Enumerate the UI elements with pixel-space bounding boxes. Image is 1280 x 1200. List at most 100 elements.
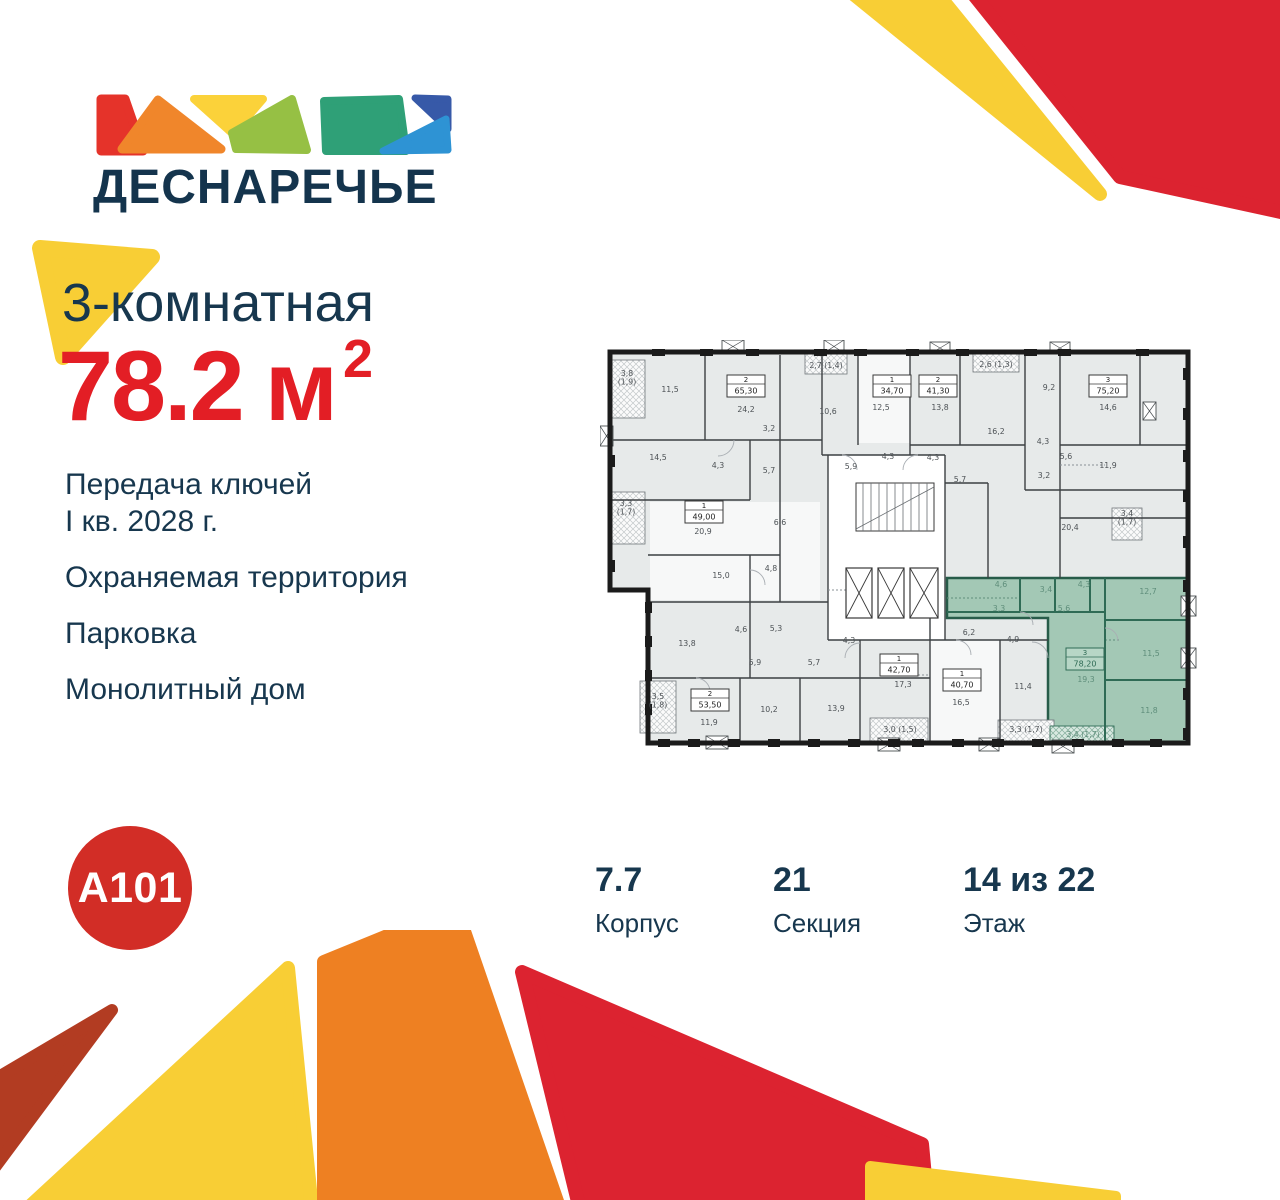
room-label: 10,6: [819, 407, 836, 416]
room-label: 3,3 (1,7): [617, 499, 635, 517]
summary-building-value: 7.7: [595, 861, 643, 899]
svg-text:40,70: 40,70: [951, 681, 974, 690]
room-label: 11,5: [1142, 649, 1159, 658]
summary-building: 7.7 Корпус: [595, 861, 679, 939]
room-label: 12,5: [872, 403, 889, 412]
apartment-zone: [650, 502, 820, 600]
room-label: 16,5: [952, 698, 969, 707]
room-label: 5,6: [1058, 604, 1070, 613]
room-label: 4,3: [1078, 580, 1090, 589]
room-label: 3,8 (1,9): [618, 369, 636, 387]
room-labels: 3,8 (1,9) 11,5 24,2 2,7 (1,4) 10,6 12,5 13,8 2,6…: [617, 360, 1160, 739]
apartment-badge: 149,00: [684, 500, 724, 524]
elevator-icon: [877, 567, 905, 619]
room-label: 4,6: [995, 580, 1007, 589]
listing-title: 3-комнатная: [62, 273, 374, 333]
summary-floor-value: 14 из 22: [963, 861, 1096, 899]
room-label: 3,3 (1,7): [1009, 725, 1042, 734]
apartment-zone: [858, 355, 910, 443]
room-label: 3,3: [993, 604, 1005, 613]
svg-text:3: 3: [1106, 376, 1110, 384]
room-label: 4,9: [1007, 635, 1019, 644]
developer-logo-text: A101: [77, 863, 183, 912]
room-label: 5,3: [770, 624, 782, 633]
summary-section-label: Секция: [773, 908, 862, 939]
svg-text:1: 1: [702, 502, 706, 510]
room-label: 16,2: [987, 427, 1004, 436]
apartment-badge: 265,30: [726, 374, 766, 398]
decor-yellow-wedge: [849, 0, 1107, 201]
svg-text:1: 1: [960, 670, 964, 678]
room-label: 13,8: [678, 639, 695, 648]
area-superscript: 2: [342, 329, 373, 389]
floor-plan: 2 65,30 1 34,70 2 41,30 3 75,20 1 49,00 2 53,50 1 42,…: [600, 340, 1200, 760]
apartment-badge: 241,30: [918, 374, 958, 398]
decor-orange-shape: [317, 930, 564, 1200]
room-label: 20,4: [1061, 523, 1078, 532]
apartment-badge: 140,70: [942, 668, 982, 692]
summary-section: 21 Секция: [773, 861, 862, 939]
room-label: 14,5: [649, 453, 666, 462]
room-label: 3,4 (1,7): [1066, 730, 1099, 739]
room-label: 3,5 (1,8): [649, 692, 667, 710]
room-label: 2,6 (1,3): [979, 360, 1012, 369]
room-label: 3,4 (1,7): [1118, 509, 1136, 527]
vent-box-icon: [1142, 401, 1157, 421]
room-label: 4,3: [882, 452, 894, 461]
room-label: 2,7 (1,4): [809, 361, 842, 370]
highlighted-interior-walls: [947, 578, 1188, 743]
summary-section-value: 21: [773, 861, 811, 899]
room-label: 11,9: [700, 718, 717, 727]
area-value: 78.2: [58, 330, 245, 441]
developer-logo: A101: [68, 826, 192, 950]
project-logo-mosaic-icon: [95, 93, 460, 159]
svg-text:3: 3: [1083, 649, 1087, 657]
svg-text:2: 2: [744, 376, 748, 384]
apartment-badge: 375,20: [1088, 374, 1128, 398]
svg-text:53,50: 53,50: [699, 701, 722, 710]
room-label: 12,7: [1139, 587, 1156, 596]
apartment-badge: 142,70: [879, 653, 919, 677]
features-list: Передача ключей I кв. 2028 г. Охраняемая…: [65, 466, 565, 727]
room-label: 4,8: [765, 564, 777, 573]
feature-parking: Парковка: [65, 617, 197, 650]
room-label: 3,2: [1038, 471, 1050, 480]
feature-guarded-territory: Охраняемая территория: [65, 561, 408, 594]
room-label: 10,2: [760, 705, 777, 714]
room-label: 5,9: [845, 462, 857, 471]
dashed-partitions: [828, 464, 1105, 676]
summary-floor: 14 из 22 Этаж: [963, 861, 1096, 939]
svg-text:65,30: 65,30: [735, 387, 758, 396]
title-accent-triangle-icon: [32, 240, 160, 365]
decor-small-yellow: [865, 1161, 1121, 1200]
listing-area: 78.2 м 2: [58, 330, 373, 441]
decor-red-shape: [969, 0, 1280, 219]
room-label: 17,3: [894, 680, 911, 689]
svg-text:1: 1: [890, 376, 894, 384]
room-label: 5,6: [1060, 452, 1072, 461]
feature-keys-date: Передача ключей I кв. 2028 г.: [65, 468, 313, 538]
room-label: 5,7: [954, 475, 966, 484]
decor-yellow-triangle: [26, 961, 319, 1200]
room-label: 3,0 (1,5): [883, 725, 916, 734]
decor-brick-sliver: [0, 1004, 118, 1171]
elevator-icon: [845, 567, 873, 619]
svg-text:78,20: 78,20: [1074, 660, 1097, 669]
room-label: 6,2: [963, 628, 975, 637]
room-label: 4,3: [843, 636, 855, 645]
apartment-badge: 253,50: [690, 688, 730, 712]
room-label: 5,9: [749, 658, 761, 667]
room-label: 5,7: [808, 658, 820, 667]
feature-monolith: Монолитный дом: [65, 673, 306, 706]
svg-text:75,20: 75,20: [1097, 387, 1120, 396]
dashed-partition-highlight: [947, 597, 1120, 641]
room-label: 13,9: [827, 704, 844, 713]
area-unit: м: [264, 330, 338, 441]
summary-floor-label: Этаж: [963, 908, 1026, 939]
room-label: 19,3: [1077, 675, 1094, 684]
room-label: 5,7: [763, 466, 775, 475]
summary-building-label: Корпус: [595, 908, 679, 939]
svg-text:49,00: 49,00: [693, 513, 716, 522]
room-label: 3,2: [763, 424, 775, 433]
